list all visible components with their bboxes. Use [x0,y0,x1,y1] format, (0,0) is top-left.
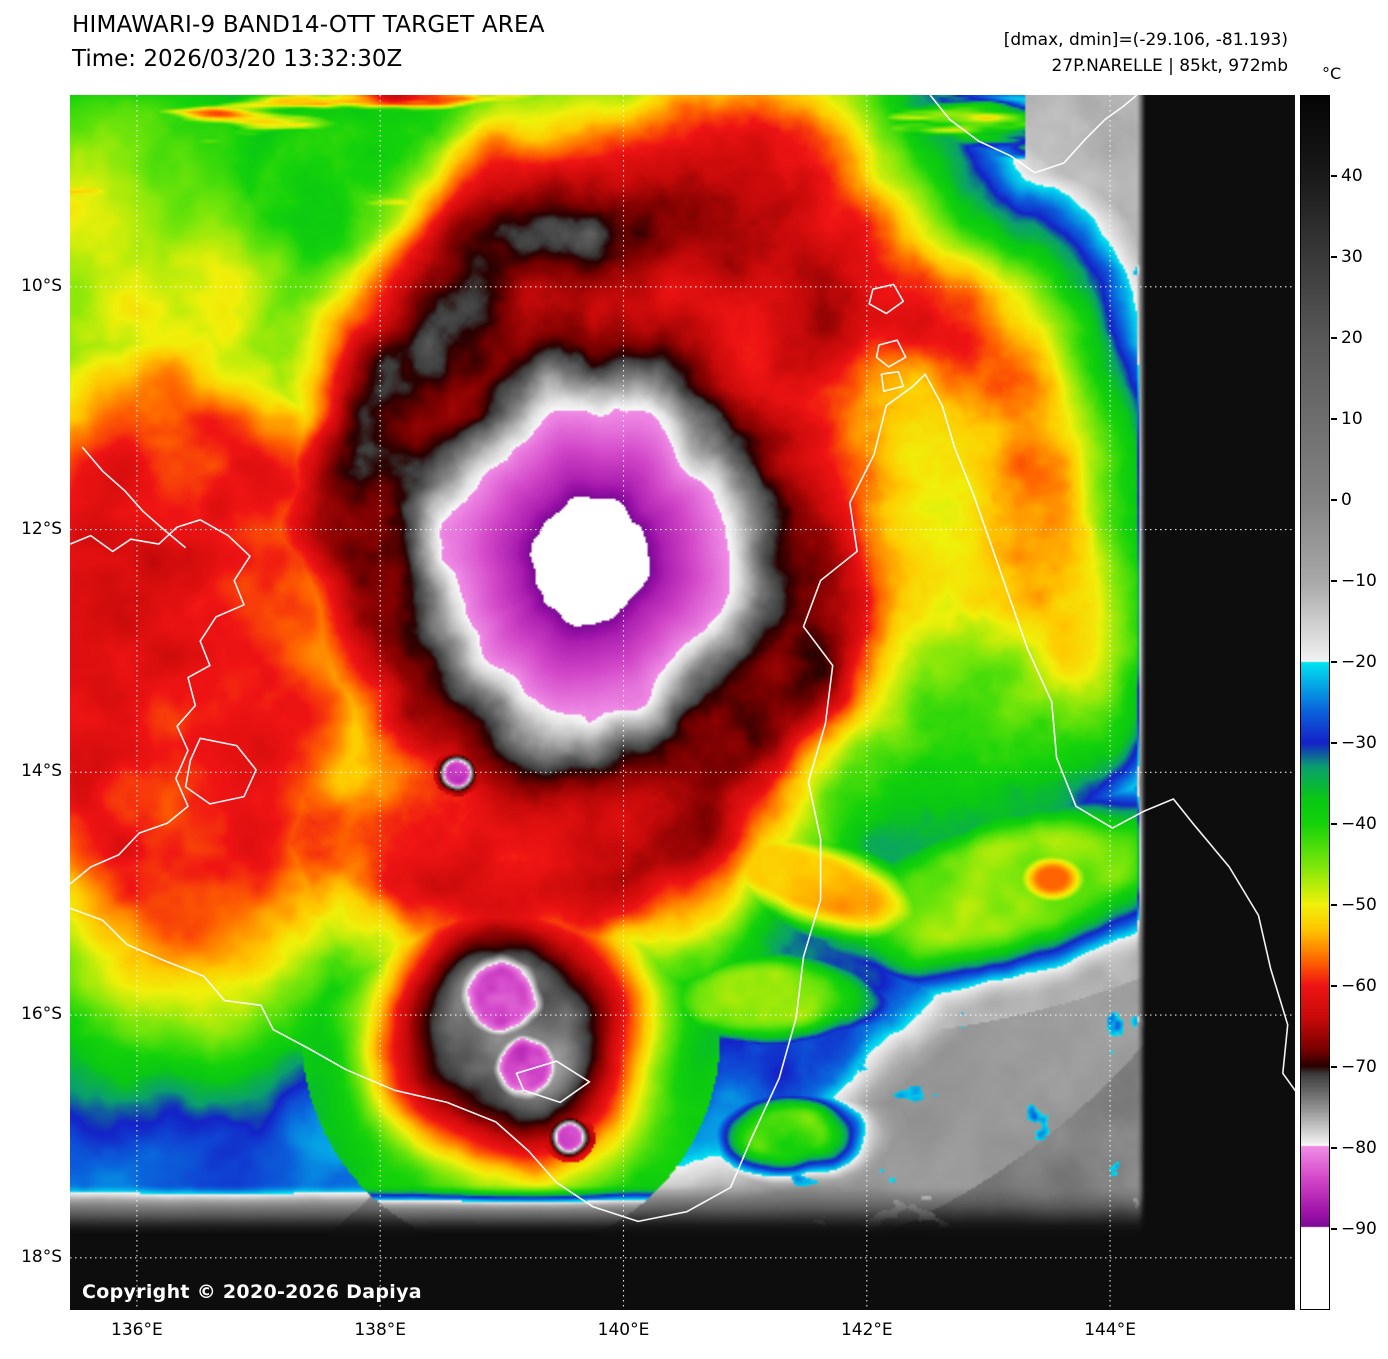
coastline [184,737,257,805]
colorbar-tick-label: −10 [1341,571,1377,591]
colorbar-tickmark [1331,1147,1337,1149]
lon-tick-label: 136°E [111,1320,163,1340]
coastline [70,373,1295,1223]
coastline [929,95,1138,174]
lat-tick-label: 16°S [21,1004,62,1025]
colorbar-tickmark [1331,580,1337,582]
colorbar-canvas [1301,96,1329,1309]
colorbar-tick-label: −90 [1341,1219,1377,1239]
colorbar-tick-label: −40 [1341,814,1377,834]
colorbar-tick-label: −30 [1341,733,1377,753]
colorbar-tickmark [1331,661,1337,663]
lon-tick-label: 142°E [840,1320,893,1340]
lat-tick-label: 10°S [21,275,62,296]
colorbar-tick-label: 0 [1341,490,1352,510]
colorbar-tick-label: 30 [1341,247,1363,267]
product-title: HIMAWARI-9 BAND14-OTT TARGET AREA [72,12,545,38]
satellite-map: Copyright © 2020-2026 Dapiya [70,95,1295,1310]
storm-info: 27P.NARELLE | 85kt, 972mb [1051,55,1288,76]
colorbar-tick-label: −70 [1341,1057,1377,1077]
lat-tick-label: 18°S [21,1246,62,1267]
colorbar-tickmark [1331,175,1337,177]
colorbar-tickmark [1331,742,1337,744]
lat-tick-label: 14°S [21,761,62,782]
colorbar-tick-label: 10 [1341,409,1363,429]
colorbar-tickmark [1331,418,1337,420]
colorbar-tickmark [1331,1228,1337,1230]
colorbar-tick-label: −20 [1341,652,1377,672]
coastline [868,283,905,315]
coastline [515,1060,591,1104]
colorbar-tickmark [1331,904,1337,906]
dmax-dmin-readout: [dmax, dmin]=(-29.106, -81.193) [1003,30,1288,50]
lat-tick-label: 12°S [21,518,62,539]
satellite-image-canvas [70,95,1295,1310]
colorbar-tickmark [1331,337,1337,339]
colorbar-tickmark [1331,256,1337,258]
colorbar-tick-label: −60 [1341,976,1377,996]
colorbar-tickmark [1331,985,1337,987]
coastline [70,519,251,885]
colorbar-tickmark [1331,823,1337,825]
lon-tick-label: 140°E [597,1320,650,1340]
colorbar-tick-label: 20 [1341,328,1363,348]
product-time: Time: 2026/03/20 13:32:30Z [72,46,403,72]
header-right: [dmax, dmin]=(-29.106, -81.193) 27P.NARE… [1004,28,1288,79]
colorbar-tickmark [1331,1066,1337,1068]
lon-tick-label: 138°E [354,1320,407,1340]
colorbar-tick-label: −80 [1341,1138,1377,1158]
coastline [81,446,187,549]
colorbar-unit-label: °C [1322,64,1342,83]
map-overlay [70,95,1295,1310]
coastline [880,370,905,392]
colorbar-tick-label: 40 [1341,166,1363,186]
colorbar [1300,95,1330,1310]
lon-tick-label: 144°E [1084,1320,1136,1340]
colorbar-tick-label: −50 [1341,895,1377,915]
copyright-watermark: Copyright © 2020-2026 Dapiya [82,1281,422,1303]
colorbar-tickmark [1331,499,1337,501]
coastline [875,339,907,368]
